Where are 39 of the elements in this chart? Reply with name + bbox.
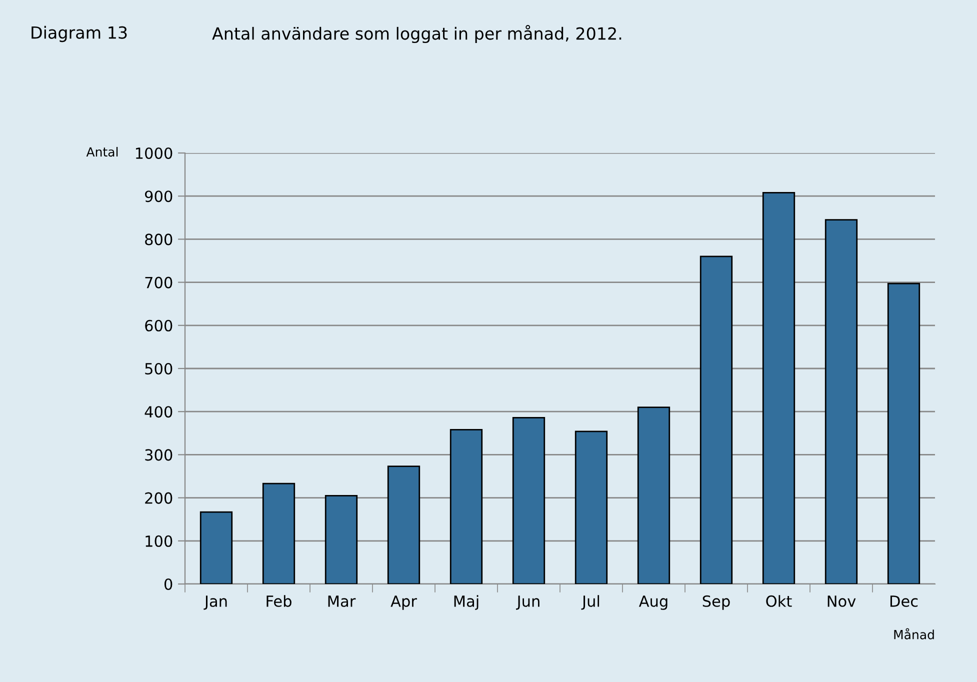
y-tick-label: 1000: [136, 147, 172, 160]
y-tick-label: 900: [144, 190, 172, 202]
bar: [887, 282, 920, 584]
y-tick-label: 0: [164, 578, 172, 590]
x-tick-label: Jan: [204, 596, 227, 610]
chart-title: Antal användare som loggat in per månad, 2012.: [212, 24, 622, 44]
x-tick-label: Dec: [890, 596, 918, 607]
x-tick-label: Mar: [328, 596, 356, 607]
x-tick-label: Nov: [828, 596, 856, 607]
bar: [762, 192, 796, 584]
bar: [700, 256, 733, 584]
x-tick-label: Feb: [266, 595, 292, 607]
x-tick-label: Jul: [581, 595, 600, 610]
x-tick-label: Jun: [516, 596, 540, 610]
y-tick-label: 600: [145, 320, 172, 332]
y-tick-label: 300: [145, 449, 172, 461]
bar: [200, 511, 233, 584]
y-tick-label: 500: [145, 362, 172, 375]
bar: [637, 406, 670, 584]
x-tick-label: Maj: [454, 595, 478, 610]
bar: [450, 429, 483, 584]
x-tick-label: Sep: [702, 595, 730, 610]
bar: [324, 494, 358, 584]
bar: [262, 482, 296, 584]
bar: [574, 430, 608, 584]
y-axis-title: Antal: [86, 146, 118, 157]
x-tick-label: Okt: [766, 595, 792, 607]
bar: [512, 416, 546, 584]
text: Diagram 13: [32, 26, 127, 42]
y-tick-label: 200: [145, 492, 172, 504]
y-tick-label: 400: [144, 406, 172, 418]
y-tick-label: 700: [145, 276, 172, 288]
x-tick-label: Apr: [390, 596, 417, 610]
x-tick-label: Aug: [638, 596, 668, 610]
y-tick-label: 800: [145, 234, 172, 246]
bar: [824, 219, 858, 584]
y-tick-label: 100: [146, 535, 172, 547]
x-axis-title: Månad: [894, 628, 934, 640]
bar: [387, 466, 420, 584]
